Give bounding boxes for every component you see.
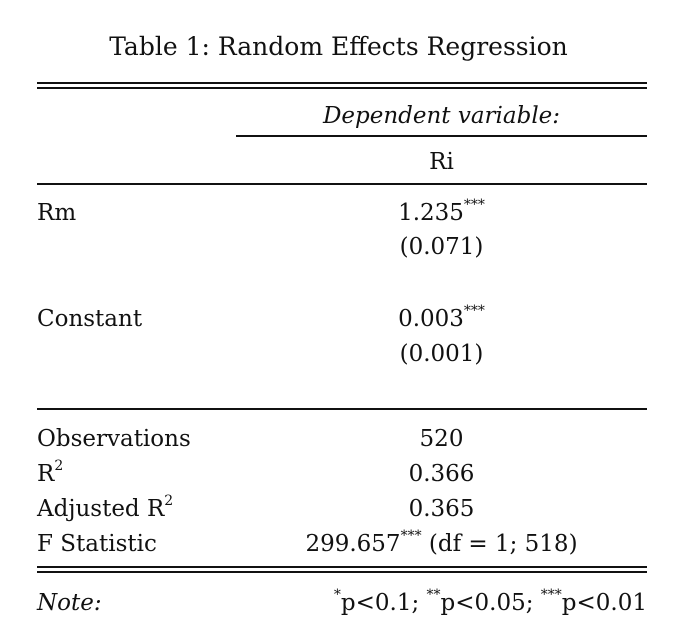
adjusted-r2-label: Adjusted R2 — [37, 493, 174, 523]
f-statistic-df: (df = 1; 518) — [421, 531, 578, 557]
dependent-variable-rule — [236, 135, 647, 137]
coef-constant-stars: *** — [463, 303, 485, 320]
top-rule-2 — [37, 87, 647, 89]
bottom-rule-1 — [37, 566, 647, 568]
note-star-1: * — [333, 587, 341, 604]
observations-label: Observations — [37, 426, 191, 452]
f-statistic-label: F Statistic — [37, 531, 157, 557]
table-title: Table 1: Random Effects Regression — [109, 32, 568, 61]
r2-label: R2 — [37, 458, 64, 488]
stats-top-rule — [37, 408, 647, 410]
adjusted-r2-label-sup: 2 — [164, 493, 174, 510]
f-statistic-number: 299.657 — [305, 531, 401, 557]
r2-label-text: R — [37, 461, 55, 487]
se-constant: (0.001) — [399, 341, 484, 367]
f-statistic-value: 299.657*** (df = 1; 518) — [236, 528, 647, 558]
note-text: *p<0.1; **p<0.05; ***p<0.01 — [250, 587, 647, 617]
header-bottom-rule — [37, 183, 647, 185]
note-text-2: p<0.05; — [440, 590, 541, 616]
coef-rm-value: 1.235 — [398, 200, 464, 226]
note-star-3: *** — [540, 587, 562, 604]
row-label-constant: Constant — [37, 306, 143, 332]
row-label-rm: Rm — [37, 200, 77, 226]
coef-rm-stars: *** — [463, 197, 485, 214]
coef-constant: 0.003*** — [236, 303, 647, 333]
note-star-2: ** — [426, 587, 441, 604]
coef-rm: 1.235*** — [236, 197, 647, 227]
adjusted-r2-value: 0.365 — [408, 496, 475, 522]
dependent-variable-name: Ri — [429, 149, 454, 175]
note-label: Note: — [37, 590, 102, 616]
r2-value: 0.366 — [408, 461, 475, 487]
observations-value: 520 — [419, 426, 464, 452]
adjusted-r2-label-text: Adjusted R — [37, 496, 165, 522]
top-rule-1 — [37, 82, 647, 84]
coef-constant-value: 0.003 — [398, 306, 464, 332]
se-rm: (0.071) — [399, 234, 484, 260]
f-statistic-stars: *** — [400, 528, 422, 545]
note-text-3: p<0.01 — [561, 590, 647, 616]
note-text-1: p<0.1; — [340, 590, 427, 616]
bottom-rule-2 — [37, 571, 647, 573]
dependent-variable-header: Dependent variable: — [322, 103, 561, 129]
r2-label-sup: 2 — [54, 458, 64, 475]
